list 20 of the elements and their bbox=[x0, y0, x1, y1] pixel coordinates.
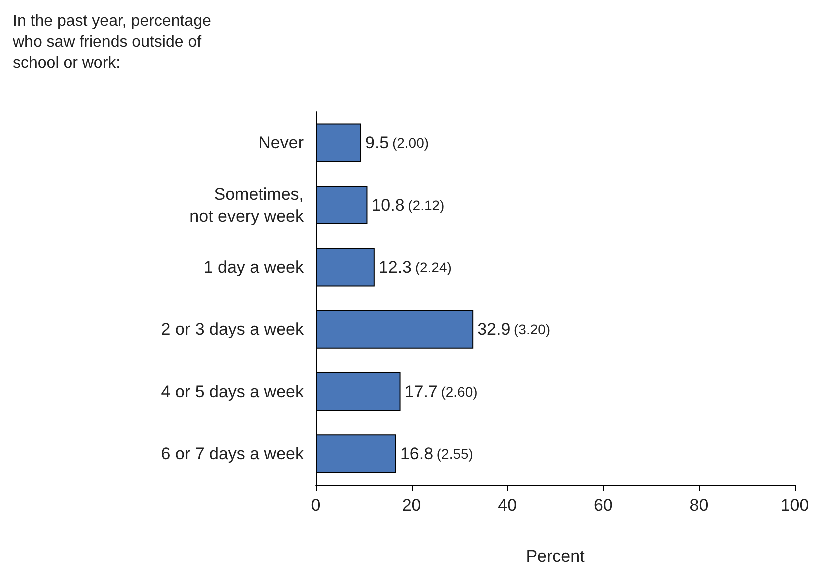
data-label: 12.3 (2.24) bbox=[378, 258, 452, 277]
y-tick-label: 1 day a week bbox=[204, 258, 304, 277]
x-tick-label: 60 bbox=[594, 496, 613, 515]
y-tick-label: 4 or 5 days a week bbox=[161, 382, 304, 402]
x-tick-label: 40 bbox=[498, 496, 518, 515]
x-tick-label: 100 bbox=[780, 496, 810, 515]
x-axis-title: Percent bbox=[526, 547, 586, 566]
x-tick-label: 80 bbox=[690, 496, 709, 515]
y-tick-label: Never bbox=[258, 134, 304, 153]
data-label: 10.8 (2.12) bbox=[372, 196, 445, 215]
data-label: 9.5 (2.00) bbox=[366, 134, 430, 153]
x-tick-label: 0 bbox=[311, 496, 321, 515]
data-label: 16.8 (2.55) bbox=[400, 444, 474, 464]
y-tick-label: Sometimes, not every week bbox=[190, 184, 304, 226]
data-label: 17.7 (2.60) bbox=[404, 382, 478, 402]
y-tick-label: 6 or 7 days a week bbox=[161, 444, 304, 464]
x-tick-label: 20 bbox=[402, 496, 422, 515]
y-tick-label: 2 or 3 days a week bbox=[161, 320, 304, 340]
text: In the past year, percentage who saw friends outside of school or work: bbox=[12, 13, 216, 72]
data-label: 32.9 (3.20) bbox=[478, 320, 551, 340]
